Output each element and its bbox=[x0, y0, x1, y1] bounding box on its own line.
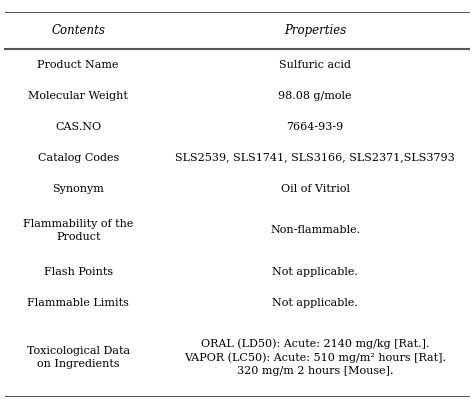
Text: Flammability of the
Product: Flammability of the Product bbox=[23, 219, 133, 242]
Text: Synonym: Synonym bbox=[52, 184, 104, 194]
Text: Catalog Codes: Catalog Codes bbox=[37, 152, 119, 162]
Text: Oil of Vitriol: Oil of Vitriol bbox=[281, 184, 350, 194]
Text: Not applicable.: Not applicable. bbox=[272, 298, 358, 308]
Text: 7664-93-9: 7664-93-9 bbox=[287, 122, 344, 132]
Text: Contents: Contents bbox=[51, 24, 105, 37]
Text: Properties: Properties bbox=[284, 24, 346, 37]
Text: CAS.NO: CAS.NO bbox=[55, 122, 101, 132]
Text: Product Name: Product Name bbox=[37, 60, 119, 70]
Text: Toxicological Data
on Ingredients: Toxicological Data on Ingredients bbox=[27, 346, 130, 369]
Text: ORAL (LD50): Acute: 2140 mg/kg [Rat.].
VAPOR (LC50): Acute: 510 mg/m² hours [Rat: ORAL (LD50): Acute: 2140 mg/kg [Rat.]. V… bbox=[184, 338, 446, 376]
Text: 98.08 g/mole: 98.08 g/mole bbox=[278, 91, 352, 101]
Text: Flammable Limits: Flammable Limits bbox=[27, 298, 129, 308]
Text: SLS2539, SLS1741, SLS3166, SLS2371,SLS3793: SLS2539, SLS1741, SLS3166, SLS2371,SLS37… bbox=[175, 152, 455, 162]
Text: Not applicable.: Not applicable. bbox=[272, 267, 358, 277]
Text: Non-flammable.: Non-flammable. bbox=[270, 225, 360, 235]
Text: Sulfuric acid: Sulfuric acid bbox=[279, 60, 351, 70]
Text: Flash Points: Flash Points bbox=[44, 267, 113, 277]
Text: Molecular Weight: Molecular Weight bbox=[28, 91, 128, 101]
